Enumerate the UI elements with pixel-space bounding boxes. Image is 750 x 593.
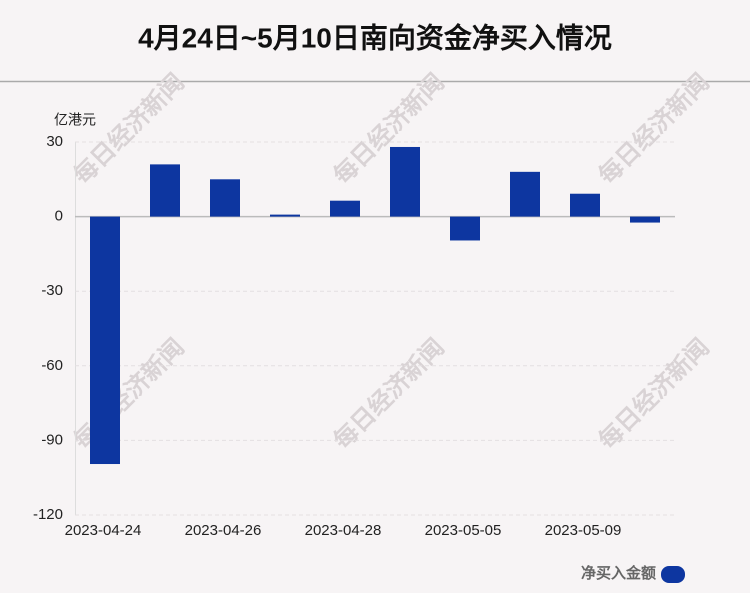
bar bbox=[630, 216, 660, 223]
x-tick-label: 2023-04-24 bbox=[65, 522, 142, 539]
x-tick-label: 2023-05-09 bbox=[545, 522, 622, 539]
legend-label: 净买入金额 bbox=[581, 564, 656, 582]
y-tick-label: -30 bbox=[41, 282, 63, 299]
bar bbox=[270, 214, 300, 217]
x-tick-label: 2023-04-26 bbox=[185, 522, 262, 539]
y-unit: 亿港元 bbox=[54, 112, 96, 128]
legend-swatch bbox=[661, 566, 685, 583]
bar bbox=[390, 146, 420, 217]
x-tick-label: 2023-05-05 bbox=[425, 522, 502, 539]
bar bbox=[510, 171, 540, 217]
x-tick-label: 2023-04-28 bbox=[305, 522, 382, 539]
y-tick-label: 0 bbox=[55, 208, 63, 225]
bar bbox=[210, 179, 240, 217]
chart-title: 4月24日~5月10日南向资金净买入情况 bbox=[138, 21, 612, 53]
bar bbox=[150, 164, 180, 217]
bar bbox=[330, 200, 360, 217]
bar bbox=[570, 193, 600, 217]
bar bbox=[450, 216, 480, 241]
y-tick-label: -60 bbox=[41, 357, 63, 374]
bar bbox=[90, 216, 120, 465]
y-tick-label: 30 bbox=[46, 133, 63, 150]
y-tick-label: -90 bbox=[41, 431, 63, 448]
y-tick-label: -120 bbox=[33, 506, 63, 523]
